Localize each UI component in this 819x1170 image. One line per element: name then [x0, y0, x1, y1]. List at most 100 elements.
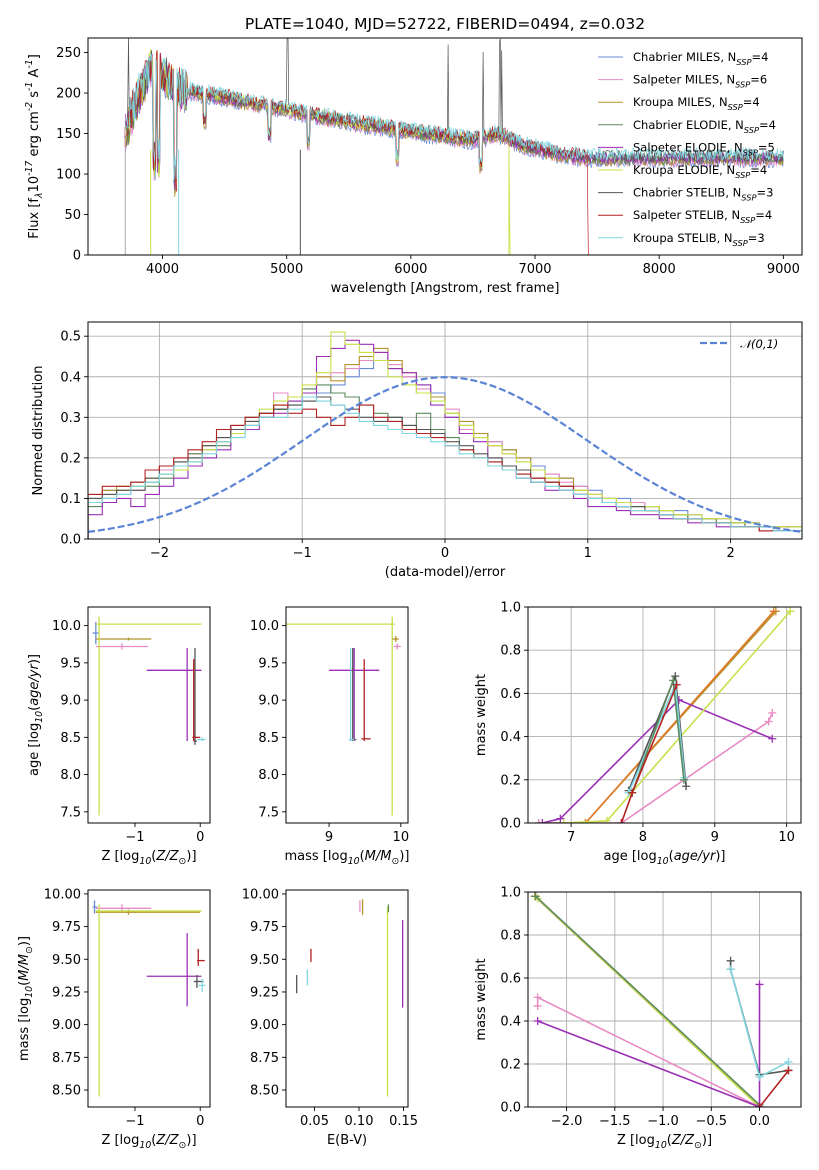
plus-marker — [679, 775, 688, 784]
legend-label: Kroupa MILES, NSSP=4 — [633, 95, 760, 112]
panel-age_vs_Z: −1 07.58.08.59.09.510.0Z [log10(Z/Z⊙)]age… — [27, 606, 211, 867]
y-tick-label: 0 — [73, 249, 81, 264]
x-tick-label: −1 — [125, 1114, 144, 1129]
y-axis-label: Flux [fλ10-17 erg cm-2 s-1 A-1] — [24, 54, 45, 239]
y-tick-label: 9.25 — [52, 985, 81, 1000]
x-axis-label: Z [log10(Z/Z⊙)] — [617, 1133, 712, 1151]
y-tick-label: 0.4 — [500, 730, 521, 745]
y-tick-label: 9.0 — [258, 694, 279, 709]
y-tick-label: 9.75 — [250, 920, 279, 935]
weight-series-line — [542, 698, 773, 823]
label-fragment: =4 — [751, 50, 768, 64]
y-tick-label: 100 — [56, 168, 81, 183]
label-fragment: ⊙ — [694, 1140, 702, 1151]
axes-frame — [527, 891, 802, 1108]
label-fragment: ( — [667, 1133, 672, 1148]
x-tick-label: −1 — [125, 830, 144, 845]
y-tick-label: 9.50 — [52, 953, 81, 968]
plot-area — [286, 616, 401, 816]
label-fragment: )] — [27, 654, 42, 664]
y-tick-label: 10.0 — [52, 619, 81, 634]
x-tick-label: 6000 — [394, 262, 427, 277]
histogram-series — [88, 339, 802, 539]
panel-residuals: −2 −1 0 1 2 0.0 0.1 0.2 0.3 0.4 0.5 (data-model)/er… — [31, 321, 803, 580]
label-fragment: =4 — [750, 163, 767, 177]
label-fragment: )] — [399, 849, 409, 864]
label-fragment: (data-model)/error — [385, 565, 506, 580]
label-fragment: 10 — [139, 856, 151, 867]
legend-label: 𝒩(0,1) — [740, 337, 778, 351]
label-fragment: SSP — [740, 215, 755, 225]
x-tick-label: −2.0 — [551, 1114, 583, 1129]
label-fragment: mass [log — [285, 849, 348, 864]
legend-label: Salpeter ELODIE, NSSP=5 — [633, 140, 775, 157]
label-fragment: Salpeter MILES, N — [633, 73, 735, 87]
y-tick-label: 0.6 — [500, 972, 521, 987]
label-fragment: erg cm — [27, 111, 42, 160]
error-bar-point — [95, 904, 202, 1097]
x-tick-label: 8000 — [643, 262, 676, 277]
plus-marker — [628, 788, 637, 797]
x-axis-label: mass [log10(M/M⊙)] — [285, 849, 410, 867]
plus-marker — [786, 607, 795, 616]
legend-label: Kroupa STELIB, NSSP=3 — [633, 231, 765, 248]
label-fragment: )] — [186, 849, 196, 864]
axes-frame — [285, 606, 409, 824]
x-tick-label: 7000 — [518, 262, 551, 277]
x-tick-label: 1 — [584, 546, 592, 561]
label-fragment: SSP — [735, 80, 750, 90]
plus-marker — [755, 1103, 764, 1107]
y-tick-label: 9.00 — [250, 1018, 279, 1033]
plus-marker — [581, 819, 590, 823]
y-tick-label: 200 — [56, 87, 81, 102]
error-bar-point — [393, 643, 401, 650]
y-tick-label: 9.25 — [250, 985, 279, 1000]
label-fragment: ( — [360, 849, 365, 864]
y-tick-label: 8.50 — [250, 1084, 279, 1099]
x-tick-label: −1.0 — [647, 1114, 679, 1129]
label-fragment: s — [27, 91, 42, 102]
plus-marker — [534, 819, 543, 823]
y-tick-label: 0.0 — [500, 1101, 521, 1116]
label-fragment: 10 — [657, 856, 669, 867]
plot-area — [88, 331, 802, 539]
error-bar-point — [196, 737, 206, 742]
x-tick-label: −2 — [150, 546, 169, 561]
label-fragment: ] — [27, 54, 42, 59]
y-tick-label: 0.8 — [500, 644, 521, 659]
weight-series-line — [627, 681, 686, 794]
y-tick-label: 10.00 — [44, 887, 81, 902]
label-fragment: ⊙ — [391, 856, 399, 867]
error-bar-point — [92, 900, 98, 914]
x-tick-label: 10 — [778, 830, 795, 845]
x-tick-label: 0.05 — [300, 1114, 329, 1129]
spectrum-series-line — [126, 52, 784, 181]
panel-spectrum: 4000 5000 6000 7000 8000 9000 0 50 100 150 200 250 w… — [24, 37, 803, 296]
weight-series-line — [537, 984, 761, 1107]
y-tick-label: 0.4 — [500, 1015, 521, 1030]
label-fragment: -17 — [24, 161, 35, 176]
error-bar-point — [192, 659, 201, 742]
weight-series-line — [538, 712, 774, 823]
error-bar-point — [349, 647, 355, 742]
y-tick-label: 0.2 — [500, 1058, 521, 1073]
plot-area — [92, 900, 206, 1097]
label-fragment: age/yr — [674, 849, 717, 864]
label-fragment: =4 — [759, 118, 776, 132]
axes-frame — [87, 37, 803, 256]
y-tick-label: 9.75 — [52, 920, 81, 935]
weight-series-line — [620, 684, 678, 823]
x-axis-label: wavelength [Angstrom, rest frame] — [331, 281, 560, 296]
error-bar-point — [361, 659, 371, 742]
label-fragment: 10 — [348, 856, 360, 867]
x-tick-label: 5000 — [270, 262, 303, 277]
plus-marker — [769, 607, 778, 616]
panel-massweight_vs_Z: −2.0 −1.5 −1.0 −0.5 0.0 0.0 0.2 0.4 0.6 0.8 1.0 Z [… — [474, 886, 802, 1151]
plus-marker — [768, 734, 777, 743]
x-axis-label: Z [log10(Z/Z⊙)] — [101, 849, 196, 867]
error-bar-point — [146, 933, 202, 1007]
y-tick-label: 8.5 — [258, 731, 279, 746]
x-axis-label: E(B-V) — [327, 1133, 367, 1148]
label-fragment: Normed distribution — [31, 366, 46, 496]
x-tick-label: −1.5 — [599, 1114, 631, 1129]
